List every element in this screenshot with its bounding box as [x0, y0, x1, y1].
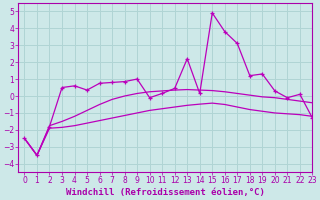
X-axis label: Windchill (Refroidissement éolien,°C): Windchill (Refroidissement éolien,°C)	[66, 188, 265, 197]
